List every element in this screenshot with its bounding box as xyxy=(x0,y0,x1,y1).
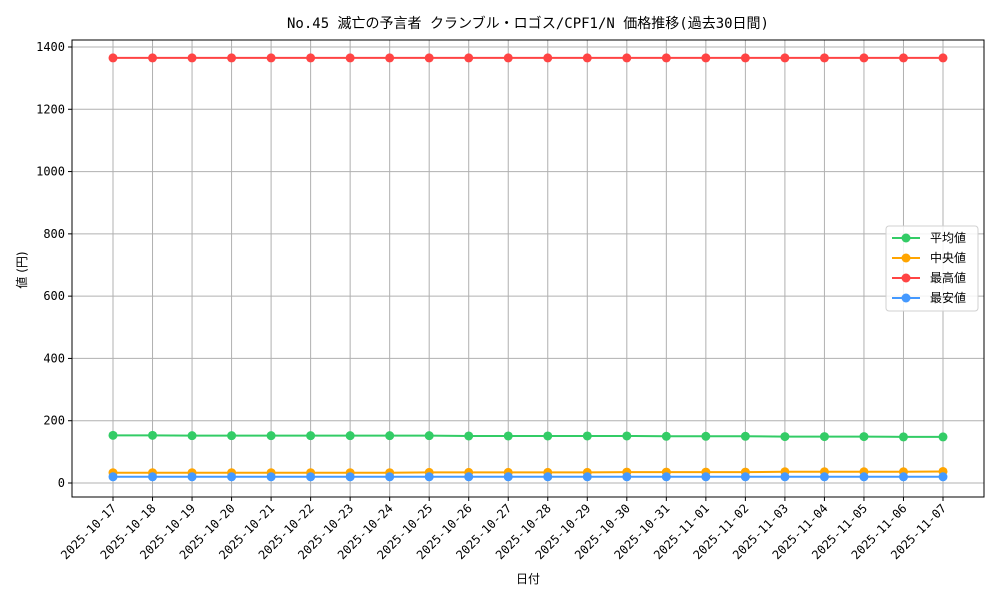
data-point xyxy=(622,472,632,482)
data-point xyxy=(306,53,316,63)
data-point xyxy=(227,53,237,63)
data-point xyxy=(187,431,197,441)
legend-item: 最安値 xyxy=(892,290,966,305)
data-point xyxy=(148,430,158,440)
data-point xyxy=(543,472,553,482)
data-point xyxy=(622,431,632,441)
y-tick-label: 1400 xyxy=(36,40,65,54)
data-point xyxy=(701,472,711,482)
legend-marker-icon xyxy=(901,253,911,263)
y-tick-label: 200 xyxy=(43,414,65,428)
data-point xyxy=(543,431,553,441)
data-point xyxy=(464,431,474,441)
data-point xyxy=(148,472,158,482)
data-point xyxy=(108,430,118,440)
data-point xyxy=(740,431,750,441)
legend-marker-icon xyxy=(901,233,911,243)
data-point xyxy=(819,53,829,63)
data-point xyxy=(898,53,908,63)
legend-item: 平均値 xyxy=(892,230,966,245)
y-tick-label: 1200 xyxy=(36,102,65,116)
x-axis-label: 日付 xyxy=(516,572,540,586)
y-tick-label: 1000 xyxy=(36,165,65,179)
data-point xyxy=(187,53,197,63)
data-point xyxy=(424,53,434,63)
data-point xyxy=(819,432,829,442)
data-point xyxy=(385,431,395,441)
y-axis-ticks: 0 200 400 600 800 1000 1200 1400 xyxy=(36,40,72,490)
data-point xyxy=(306,431,316,441)
data-point xyxy=(622,53,632,63)
data-point xyxy=(740,472,750,482)
data-point xyxy=(464,472,474,482)
data-point xyxy=(898,472,908,482)
series-最安値 xyxy=(108,472,948,482)
data-point xyxy=(582,431,592,441)
data-point xyxy=(503,472,513,482)
legend-item: 中央値 xyxy=(892,250,966,265)
data-point xyxy=(938,432,948,442)
data-point xyxy=(859,432,869,442)
data-point xyxy=(661,431,671,441)
data-point xyxy=(266,53,276,63)
data-point xyxy=(661,472,671,482)
data-point xyxy=(227,472,237,482)
legend-item: 最高値 xyxy=(892,270,966,285)
data-point xyxy=(701,431,711,441)
data-point xyxy=(898,432,908,442)
legend-marker-icon xyxy=(901,273,911,283)
data-point xyxy=(819,472,829,482)
y-tick-label: 600 xyxy=(43,289,65,303)
series-最高値 xyxy=(108,53,948,63)
data-point xyxy=(108,53,118,63)
data-point xyxy=(503,431,513,441)
data-point xyxy=(187,472,197,482)
chart-title: No.45 滅亡の予言者 クランブル・ロゴス/CPF1/N 価格推移(過去30日… xyxy=(287,15,769,32)
data-point xyxy=(345,472,355,482)
data-point xyxy=(780,432,790,442)
data-point xyxy=(543,53,553,63)
data-point xyxy=(227,431,237,441)
data-point xyxy=(306,472,316,482)
legend-label: 最高値 xyxy=(930,270,966,285)
data-point xyxy=(938,472,948,482)
data-point xyxy=(108,472,118,482)
data-point xyxy=(582,53,592,63)
data-point xyxy=(385,53,395,63)
grid-lines xyxy=(72,40,984,497)
data-point xyxy=(424,472,434,482)
data-point xyxy=(464,53,474,63)
data-point xyxy=(266,472,276,482)
y-axis-label: 値 (円) xyxy=(14,251,29,288)
y-tick-label: 400 xyxy=(43,351,65,365)
legend-label: 平均値 xyxy=(930,230,966,245)
data-point xyxy=(780,472,790,482)
data-point xyxy=(859,53,869,63)
x-axis-ticks: 2025-10-172025-10-182025-10-192025-10-20… xyxy=(58,497,949,562)
series-lines xyxy=(108,53,948,482)
legend-label: 中央値 xyxy=(930,250,966,265)
data-point xyxy=(385,472,395,482)
series-平均値 xyxy=(108,430,948,442)
y-tick-label: 0 xyxy=(58,476,65,490)
data-point xyxy=(266,431,276,441)
data-point xyxy=(859,472,869,482)
legend-label: 最安値 xyxy=(930,290,966,305)
data-point xyxy=(701,53,711,63)
data-point xyxy=(582,472,592,482)
plot-frame xyxy=(71,39,985,498)
data-point xyxy=(148,53,158,63)
data-point xyxy=(661,53,671,63)
data-point xyxy=(503,53,513,63)
data-point xyxy=(424,431,434,441)
data-point xyxy=(740,53,750,63)
data-point xyxy=(938,53,948,63)
data-point xyxy=(780,53,790,63)
data-point xyxy=(345,431,355,441)
legend-marker-icon xyxy=(901,293,911,303)
y-tick-label: 800 xyxy=(43,227,65,241)
data-point xyxy=(345,53,355,63)
